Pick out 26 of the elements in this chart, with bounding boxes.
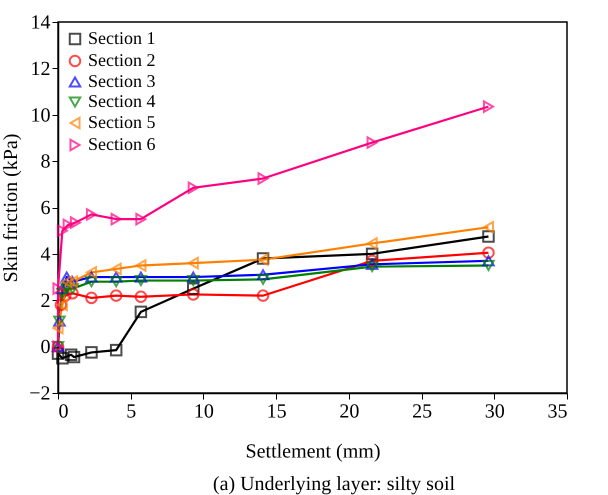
- legend-label: Section 1: [88, 28, 156, 48]
- x-tick-label: 25: [412, 400, 432, 422]
- y-axis-title: Skin friction (kPa): [0, 134, 22, 282]
- y-tick-label: 2: [40, 290, 50, 312]
- x-tick-label: 10: [194, 400, 214, 422]
- x-tick-label: 20: [339, 400, 360, 422]
- text: (a) Underlying layer: silty soil: [212, 473, 456, 495]
- y-tick-label: 0: [40, 336, 50, 358]
- x-tick-label: 30: [484, 400, 505, 422]
- x-axis-title: Settlement (mm): [246, 440, 380, 462]
- y-tick-label: −2: [29, 382, 50, 404]
- legend-label: Section 4: [88, 91, 156, 111]
- legend-label: Section 3: [88, 71, 156, 91]
- y-tick-label: 6: [40, 197, 50, 219]
- x-tick-label: 35: [548, 400, 568, 422]
- y-tick-label: 14: [30, 12, 50, 34]
- x-tick-label: 0: [58, 400, 68, 422]
- legend-label: Section 2: [88, 50, 156, 70]
- y-tick-label: 10: [30, 104, 50, 126]
- y-tick-label: 4: [40, 243, 50, 266]
- x-tick-label: 15: [266, 400, 287, 422]
- x-tick-label: 5: [126, 400, 136, 422]
- y-tick-label: 12: [30, 58, 50, 80]
- legend-label: Section 6: [88, 134, 156, 154]
- y-tick-label: 8: [40, 150, 50, 173]
- legend-label: Section 5: [88, 112, 156, 132]
